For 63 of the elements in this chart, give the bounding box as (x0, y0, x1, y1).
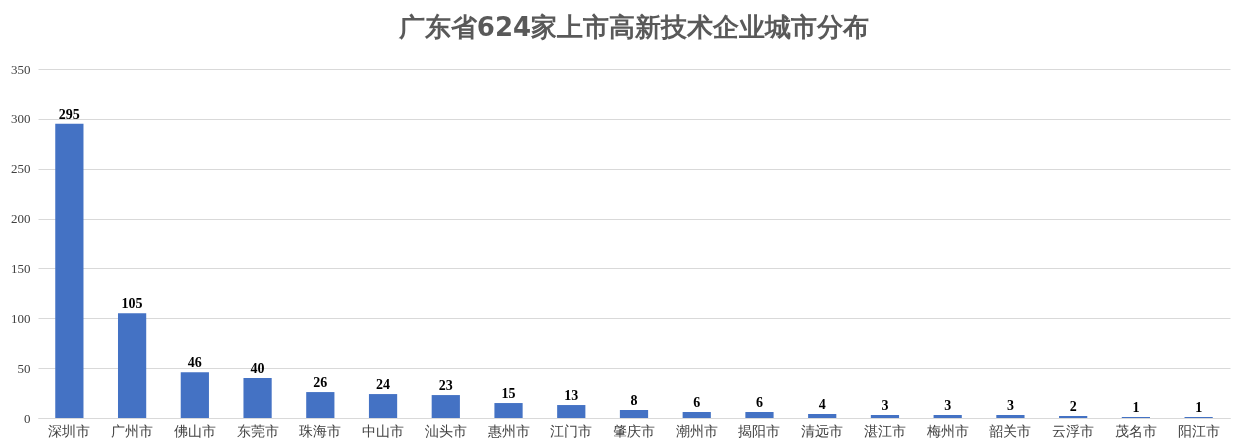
x-tick-label: 茂名市 (1114, 423, 1157, 439)
chart-title: 广东省624家上市高新技术企业城市分布 (397, 12, 870, 42)
bar (619, 410, 649, 418)
x-tick-label: 韶关市 (989, 423, 1032, 439)
y-tick-label: 350 (11, 61, 31, 77)
bar (180, 372, 209, 418)
data-label: 4 (818, 397, 826, 413)
x-tick-label: 潮州市 (675, 423, 718, 439)
bar (996, 415, 1025, 418)
x-tick-label: 揭阳市 (738, 423, 781, 439)
data-label: 1 (1132, 400, 1140, 415)
data-label: 105 (121, 296, 143, 312)
x-tick-label: 阳江市 (1177, 423, 1220, 439)
bar (933, 415, 962, 418)
data-label: 1 (1195, 400, 1203, 415)
x-tick-label: 江门市 (550, 423, 593, 439)
x-tick-label: 惠州市 (486, 423, 530, 439)
bar (243, 378, 272, 418)
x-tick-label: 湛江市 (863, 423, 906, 439)
y-tick-label: 250 (11, 161, 31, 177)
data-label: 3 (944, 398, 952, 414)
x-tick-label: 清远市 (801, 423, 844, 439)
data-label: 3 (1006, 398, 1014, 414)
x-tick-label: 肇庆市 (613, 423, 655, 439)
x-tick-label: 汕头市 (424, 423, 467, 439)
data-label: 46 (187, 355, 202, 371)
data-label: 23 (438, 378, 453, 394)
x-tick-label: 深圳市 (48, 423, 91, 439)
data-label: 6 (755, 395, 763, 411)
bar (368, 394, 398, 418)
x-tick-label: 佛山市 (173, 423, 216, 439)
x-tick-label: 珠海市 (299, 423, 342, 439)
data-label: 3 (881, 398, 889, 414)
x-tick-label: 东莞市 (236, 423, 279, 439)
bar (306, 392, 335, 418)
x-tick-label: 中山市 (362, 423, 405, 439)
data-label: 6 (693, 395, 701, 411)
y-tick-label: 300 (11, 111, 31, 127)
y-tick-label: 100 (11, 310, 31, 326)
bar (870, 415, 900, 418)
y-tick-label: 150 (11, 260, 31, 276)
y-tick-label: 50 (17, 360, 31, 376)
bar (55, 123, 84, 418)
data-label: 40 (250, 361, 265, 377)
bar (117, 313, 147, 418)
data-label: 8 (630, 393, 638, 409)
y-tick-label: 200 (11, 211, 31, 227)
data-label: 15 (501, 386, 516, 402)
data-label: 24 (376, 377, 391, 393)
data-label: 26 (313, 375, 328, 391)
y-tick-label: 0 (24, 410, 31, 426)
x-tick-label: 广州市 (111, 423, 154, 439)
x-tick-label: 云浮市 (1052, 423, 1095, 439)
bar (745, 412, 774, 418)
bar (494, 403, 523, 418)
x-tick-label: 梅州市 (925, 423, 969, 439)
data-label: 13 (564, 388, 579, 404)
bar (808, 414, 837, 418)
bar (431, 395, 460, 418)
data-label: 2 (1069, 399, 1077, 415)
bar (682, 412, 711, 418)
data-label: 295 (58, 106, 80, 122)
bar (557, 405, 586, 418)
